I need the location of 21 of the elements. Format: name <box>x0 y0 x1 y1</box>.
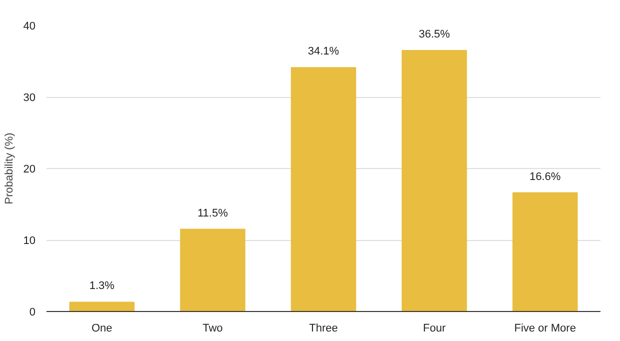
y-tick-label: 20 <box>23 164 36 176</box>
x-tick-label: Two <box>202 322 223 334</box>
bar <box>402 50 467 312</box>
y-tick-label: 30 <box>23 92 36 104</box>
y-tick-label: 40 <box>23 20 36 32</box>
x-tick-label: Four <box>422 322 446 334</box>
y-tick-label: 10 <box>23 235 36 247</box>
data-label: 16.6% <box>530 170 561 183</box>
y-axis-title: Probability (%) <box>3 132 16 204</box>
bar <box>69 302 135 312</box>
bar <box>512 192 578 312</box>
bar <box>180 228 246 312</box>
data-label: 34.1% <box>308 46 340 58</box>
x-tick-label: Three <box>309 322 338 334</box>
x-tick-label: Five or More <box>514 322 576 334</box>
y-tick-label: 0 <box>29 306 36 318</box>
data-label: 36.5% <box>418 28 450 41</box>
data-label: 1.3% <box>89 280 115 292</box>
data-label: 11.5% <box>198 207 228 220</box>
bar <box>290 67 356 312</box>
x-tick-label: One <box>92 322 112 334</box>
